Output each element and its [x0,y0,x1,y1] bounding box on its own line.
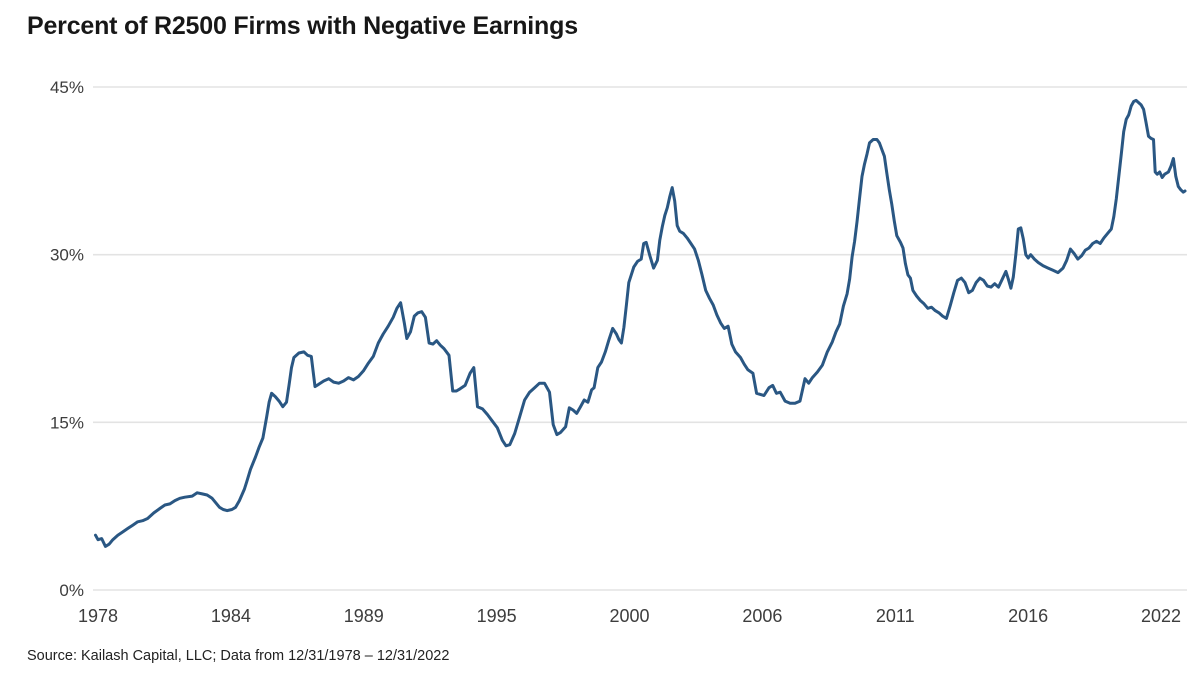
earnings-line [94,98,1187,548]
y-tick-label: 30% [50,246,84,265]
x-tick-label: 1995 [477,606,517,626]
x-tick-label: 1989 [344,606,384,626]
x-tick-label: 2011 [876,606,915,626]
y-tick-label: 45% [50,78,84,97]
y-tick-label: 15% [50,413,84,432]
x-tick-label: 2016 [1008,606,1048,626]
x-tick-label: 2000 [609,606,649,626]
x-tick-label: 1978 [78,606,118,626]
y-tick-label: 0% [59,581,84,600]
chart-title: Percent of R2500 Firms with Negative Ear… [27,12,578,40]
x-tick-label: 2022 [1141,606,1181,626]
x-tick-label: 2006 [742,606,782,626]
x-tick-label: 1984 [211,606,251,626]
source-note: Source: Kailash Capital, LLC; Data from … [27,648,450,664]
